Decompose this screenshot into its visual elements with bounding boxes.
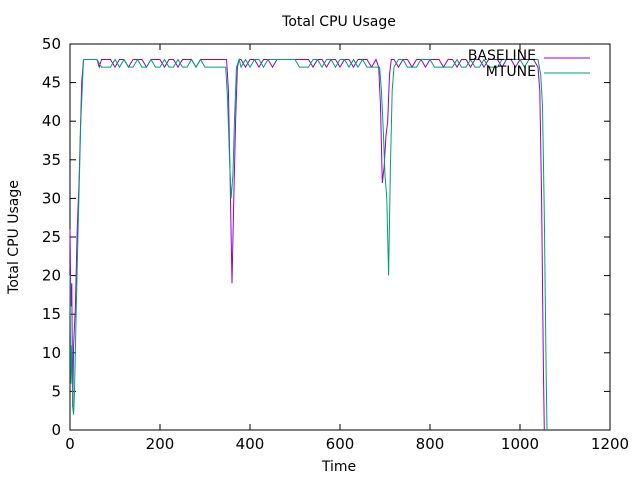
series-line-baseline xyxy=(69,58,545,431)
legend: BASELINE MTUNE xyxy=(468,48,590,80)
y-axis-label: Total CPU Usage xyxy=(6,180,22,295)
y-tick-label: 30 xyxy=(42,189,61,207)
y-tick-label: 15 xyxy=(42,305,61,323)
y-axis: 0 5 10 15 20 25 30 35 40 45 50 xyxy=(42,35,610,439)
chart-title: Total CPU Usage xyxy=(281,14,396,30)
y-tick-label: 20 xyxy=(42,267,61,285)
y-tick-label: 10 xyxy=(42,344,61,362)
x-tick-label: 600 xyxy=(326,435,355,453)
y-tick-label: 40 xyxy=(42,112,61,130)
legend-label-baseline: BASELINE xyxy=(468,48,536,64)
y-tick-label: 5 xyxy=(51,382,61,400)
x-tick-label: 1200 xyxy=(591,435,629,453)
x-tick-label: 400 xyxy=(236,435,265,453)
x-tick-label: 1000 xyxy=(501,435,539,453)
series-lines xyxy=(69,57,548,431)
x-tick-label: 800 xyxy=(416,435,445,453)
plot-frame xyxy=(69,43,611,431)
x-tick-label: 0 xyxy=(65,435,75,453)
x-axis: 0 200 400 600 800 1000 1200 xyxy=(65,44,629,453)
x-tick-label: 200 xyxy=(146,435,175,453)
series-line-mtune xyxy=(69,57,548,431)
x-axis-label: Time xyxy=(321,459,356,475)
y-tick-label: 0 xyxy=(51,421,61,439)
legend-label-mtune: MTUNE xyxy=(486,64,536,80)
y-tick-label: 25 xyxy=(42,228,61,246)
y-tick-label: 45 xyxy=(42,74,61,92)
y-tick-label: 35 xyxy=(42,151,61,169)
y-tick-label: 50 xyxy=(42,35,61,53)
